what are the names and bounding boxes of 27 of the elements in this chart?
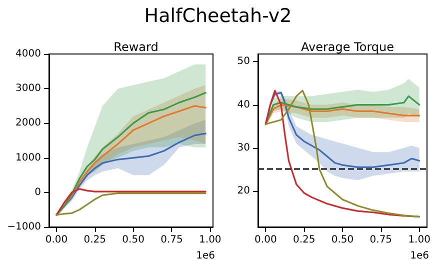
- line-series: [264, 90, 420, 218]
- y-tick-label: 0: [34, 186, 41, 198]
- x-tick-label: 0.00: [254, 234, 277, 246]
- chart-title: Average Torque: [300, 40, 394, 54]
- y-tick-label: 30: [237, 142, 250, 154]
- x-tick-label: 0.50: [122, 234, 144, 246]
- text: HalfCheetah-v2: [144, 4, 292, 28]
- text: 1e6: [410, 250, 430, 262]
- x-tick-label: 0.25: [84, 234, 106, 246]
- line-series: [264, 104, 420, 125]
- x-tick-label: 0.00: [45, 234, 68, 246]
- x-tick-label: 0.75: [370, 234, 392, 246]
- x-tick-label: 0.50: [331, 234, 354, 246]
- text: 1e6: [196, 250, 216, 262]
- y-tick-label: 40: [237, 99, 250, 110]
- y-tick-label: 50: [237, 56, 250, 68]
- x-tick-label: 0.25: [292, 234, 316, 246]
- x-tick-label: 1.00: [199, 234, 222, 246]
- y-tick-label: 1000: [16, 152, 41, 164]
- y-tick-label: 20: [237, 185, 250, 196]
- y-tick-label: 4000: [16, 48, 41, 60]
- y-tick-label: 3000: [16, 83, 41, 94]
- x-tick-label: 0.75: [160, 234, 183, 246]
- y-tick-label: −1000: [7, 222, 41, 232]
- x-tick-label: 1.00: [408, 234, 430, 246]
- y-tick-label: 2000: [16, 118, 41, 129]
- chart-title: Reward: [114, 40, 158, 54]
